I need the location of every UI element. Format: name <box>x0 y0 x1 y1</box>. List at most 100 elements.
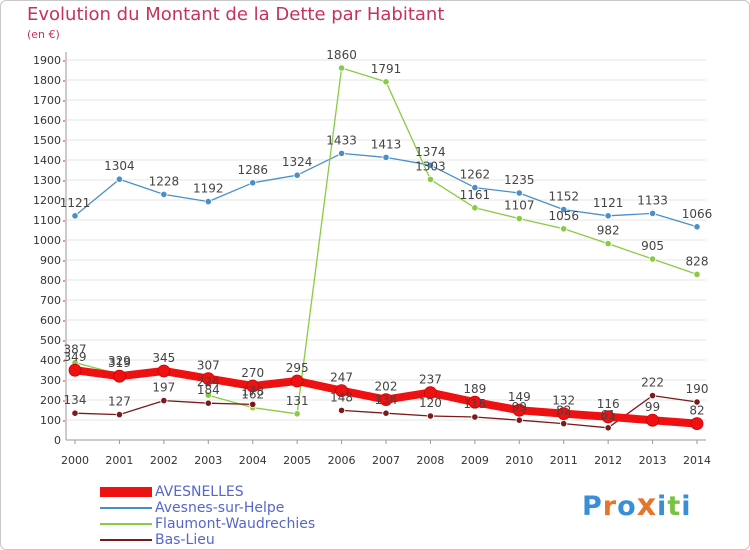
x-tick-label: 2011 <box>550 454 578 467</box>
data-point-avesnelles <box>113 369 126 383</box>
data-point-flaumont-waudrechies <box>293 410 301 418</box>
x-tick-label: 2014 <box>683 454 711 467</box>
data-point-avesnelles <box>646 413 659 427</box>
data-label-avesnes-sur-helpe: 1374 <box>415 145 446 159</box>
x-tick-label: 2002 <box>150 454 178 467</box>
data-label-flaumont-waudrechies: 828 <box>686 254 709 268</box>
y-tick-label: 1300 <box>33 174 61 187</box>
y-tick-label: 1900 <box>33 54 61 67</box>
chart-subtitle: (en €) <box>27 28 60 41</box>
y-tick-label: 1100 <box>33 214 61 227</box>
data-label-flaumont-waudrechies: 224 <box>197 375 220 389</box>
x-tick-label: 2007 <box>372 454 400 467</box>
data-point-avesnelles <box>512 403 526 417</box>
data-point-bas-lieu <box>382 409 390 417</box>
data-point-avesnelles <box>379 393 393 407</box>
x-tick-label: 2005 <box>283 454 311 467</box>
chart-title: Evolution du Montant de la Dette par Hab… <box>27 4 445 25</box>
y-tick-label: 700 <box>40 294 61 307</box>
data-label-avesnes-sur-helpe: 1262 <box>460 168 491 182</box>
y-tick-label: 600 <box>40 314 61 327</box>
data-point-flaumont-waudrechies <box>604 240 612 248</box>
legend-swatch-avesnes-sur-helpe <box>100 507 152 509</box>
data-label-bas-lieu: 197 <box>152 381 175 395</box>
y-tick-label: 400 <box>40 354 61 367</box>
data-label-avesnelles: 319 <box>108 356 131 370</box>
x-tick-label: 2013 <box>639 454 667 467</box>
data-label-flaumont-waudrechies: 1860 <box>326 48 357 62</box>
legend-label: Bas-Lieu <box>155 532 215 548</box>
legend-label: Avesnes-sur-Helpe <box>155 500 285 516</box>
data-point-avesnelles <box>468 395 482 409</box>
data-point-avesnelles <box>601 410 615 424</box>
y-tick-label: 1600 <box>33 114 61 127</box>
data-point-flaumont-waudrechies <box>471 204 479 212</box>
data-point-bas-lieu <box>71 409 79 417</box>
data-point-flaumont-waudrechies <box>337 64 346 72</box>
data-point-bas-lieu <box>337 406 346 414</box>
data-point-bas-lieu <box>560 419 568 428</box>
data-label-bas-lieu: 134 <box>64 393 87 407</box>
data-label-avesnes-sur-helpe: 1304 <box>104 159 135 173</box>
data-label-avesnelles: 270 <box>241 366 264 380</box>
data-point-avesnelles <box>424 386 437 400</box>
x-tick-label: 2012 <box>594 454 622 467</box>
data-label-flaumont-waudrechies: 905 <box>641 239 664 253</box>
data-point-bas-lieu <box>426 412 435 420</box>
data-label-avesnes-sur-helpe: 1121 <box>593 196 624 210</box>
data-point-avesnes-sur-helpe <box>160 190 168 198</box>
y-tick-label: 800 <box>40 274 61 287</box>
data-label-flaumont-waudrechies: 131 <box>286 394 309 408</box>
data-label-bas-lieu: 61 <box>601 408 616 422</box>
data-point-bas-lieu <box>204 399 212 407</box>
data-point-avesnes-sur-helpe <box>426 161 435 169</box>
y-tick-label: 1200 <box>33 194 61 207</box>
data-label-avesnes-sur-helpe: 1228 <box>149 174 180 188</box>
data-label-bas-lieu: 222 <box>641 376 664 390</box>
data-point-flaumont-waudrechies <box>382 78 390 86</box>
data-label-flaumont-waudrechies: 1161 <box>460 188 491 202</box>
data-point-bas-lieu <box>115 410 124 419</box>
data-point-bas-lieu <box>471 413 479 421</box>
y-tick-label: 200 <box>40 394 61 407</box>
data-label-avesnes-sur-helpe: 1192 <box>193 182 224 196</box>
data-point-avesnelles <box>690 417 704 431</box>
legend-label: Flaumont-Waudrechies <box>155 516 316 532</box>
legend-swatch-avesnelles <box>100 487 152 497</box>
data-label-bas-lieu: 115 <box>463 397 486 411</box>
data-label-bas-lieu: 120 <box>419 396 442 410</box>
data-point-avesnes-sur-helpe <box>204 198 212 206</box>
data-point-flaumont-waudrechies <box>515 215 523 223</box>
data-label-avesnelles: 99 <box>645 400 660 414</box>
data-label-bas-lieu: 184 <box>197 383 220 397</box>
y-tick-label: 1800 <box>33 74 61 87</box>
data-label-flaumont-waudrechies: 1303 <box>415 159 446 173</box>
data-label-avesnelles: 237 <box>419 373 442 387</box>
x-tick-label: 2001 <box>105 454 133 467</box>
data-label-flaumont-waudrechies: 1056 <box>548 209 579 223</box>
data-point-avesnes-sur-helpe <box>71 212 79 220</box>
data-label-avesnes-sur-helpe: 1413 <box>371 137 402 151</box>
data-point-bas-lieu <box>693 398 701 406</box>
data-point-flaumont-waudrechies <box>648 255 657 263</box>
data-point-flaumont-waudrechies <box>204 391 212 399</box>
data-point-bas-lieu <box>249 400 257 408</box>
data-point-avesnes-sur-helpe <box>115 175 124 183</box>
data-point-avesnes-sur-helpe <box>293 171 301 179</box>
data-label-flaumont-waudrechies: 982 <box>597 224 620 238</box>
legend-swatch-bas-lieu <box>100 539 152 541</box>
data-point-flaumont-waudrechies <box>426 175 435 183</box>
data-label-flaumont-waudrechies: 162 <box>241 388 264 402</box>
x-tick-label: 2006 <box>328 454 356 467</box>
data-point-avesnelles <box>557 407 571 421</box>
y-tick-label: 0 <box>54 434 61 447</box>
data-point-avesnelles <box>68 363 82 377</box>
data-point-flaumont-waudrechies <box>560 225 568 233</box>
data-point-avesnes-sur-helpe <box>471 184 479 192</box>
data-label-bas-lieu: 82 <box>556 404 571 418</box>
data-label-avesnelles: 307 <box>197 359 220 373</box>
data-point-avesnes-sur-helpe <box>604 212 612 220</box>
data-label-avesnes-sur-helpe: 1286 <box>237 163 268 177</box>
data-label-avesnes-sur-helpe: 1066 <box>682 207 713 221</box>
